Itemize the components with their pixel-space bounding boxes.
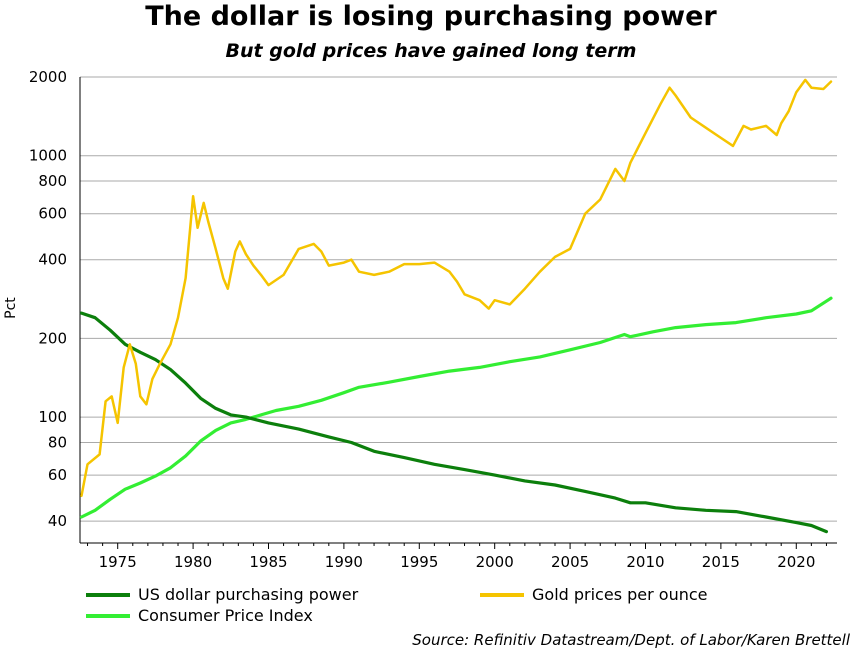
legend-label-dollar: US dollar purchasing power (138, 585, 359, 604)
legend-label-gold: Gold prices per ounce (532, 585, 708, 604)
x-tick-label-2010: 2010 (626, 553, 664, 571)
source-note: Source: Refinitiv Datastream/Dept. of La… (412, 631, 850, 649)
series-lines (79, 78, 833, 534)
legend-item-dollar: US dollar purchasing power (86, 585, 358, 604)
x-tick-label-1985: 1985 (249, 553, 287, 571)
legend-label-cpi: Consumer Price Index (138, 606, 313, 625)
x-tick-label-2000: 2000 (476, 553, 514, 571)
x-tick-label-2020: 2020 (777, 553, 815, 571)
x-tick-label-2015: 2015 (702, 553, 740, 571)
y-tick-label-800: 800 (38, 172, 67, 190)
gridlines (80, 76, 837, 522)
x-tick-label-1980: 1980 (174, 553, 212, 571)
x-tick-label-1975: 1975 (99, 553, 137, 571)
x-tick-label-1990: 1990 (325, 553, 363, 571)
legend-swatch-cpi (86, 613, 130, 618)
legend-swatch-dollar (86, 592, 130, 597)
y-tick-label-60: 60 (48, 466, 67, 484)
legend-swatch-gold (480, 592, 524, 597)
legend-item-gold: Gold prices per ounce (480, 585, 708, 604)
y-tick-label-100: 100 (38, 408, 67, 426)
series-line-gold (80, 78, 833, 498)
y-tick-label-80: 80 (48, 433, 67, 451)
x-tick-label-1995: 1995 (400, 553, 438, 571)
y-tick-label-2000: 2000 (29, 68, 67, 86)
chart-title: The dollar is losing purchasing power (145, 1, 717, 32)
axes: 40 60 80 100 200 400 600 800 1000 2000 1975 1980 198… (29, 68, 837, 571)
series-line-dollar (79, 311, 828, 534)
x-tick-label-2005: 2005 (551, 553, 589, 571)
y-tick-label-40: 40 (48, 512, 67, 530)
y-tick-label-1000: 1000 (29, 147, 67, 165)
y-tick-label-200: 200 (38, 329, 67, 347)
chart-subtitle: But gold prices have gained long term (225, 40, 637, 62)
legend-item-cpi: Consumer Price Index (86, 606, 313, 625)
series-line-cpi (79, 296, 833, 519)
y-tick-label-600: 600 (38, 205, 67, 223)
y-tick-label-400: 400 (38, 251, 67, 269)
